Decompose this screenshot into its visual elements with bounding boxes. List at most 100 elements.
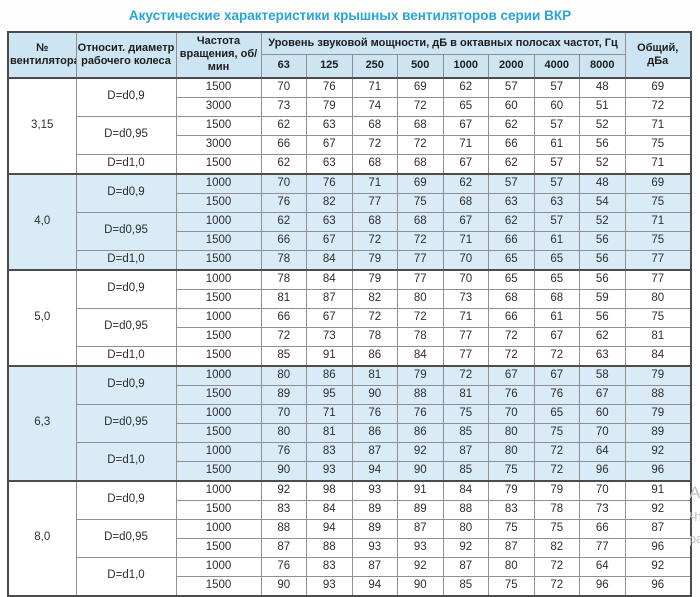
rpm-cell: 3000 bbox=[175, 96, 262, 117]
level-cell: 67 bbox=[442, 115, 489, 136]
level-cell: 77 bbox=[442, 326, 489, 347]
header-rpm: Частота вращения, об/мин bbox=[175, 31, 262, 79]
level-cell: 84 bbox=[442, 479, 489, 501]
level-cell: 84 bbox=[397, 345, 444, 367]
fan-number-cell: 3,15 bbox=[7, 76, 77, 175]
table-row: 1500 89 95 90 88 81 76 76 67 88 bbox=[8, 384, 692, 405]
level-cell: 94 bbox=[351, 460, 398, 482]
level-cell: 64 bbox=[579, 556, 626, 577]
level-cell: 90 bbox=[260, 575, 307, 597]
level-cell: 91 bbox=[397, 479, 444, 501]
level-cell: 92 bbox=[397, 441, 444, 462]
level-cell: 73 bbox=[260, 96, 307, 117]
level-cell: 72 bbox=[533, 441, 580, 462]
table-row: D=d0,95 1000 66 67 72 72 71 66 61 56 75 bbox=[8, 307, 692, 347]
level-cell: 85 bbox=[442, 575, 489, 597]
level-cell: 72 bbox=[351, 307, 398, 328]
fan-number-cell: 6,3 bbox=[7, 364, 77, 482]
level-cell: 72 bbox=[397, 134, 444, 155]
level-cell: 87 bbox=[351, 556, 398, 577]
level-cell: 79 bbox=[351, 249, 398, 271]
level-cell: 68 bbox=[442, 192, 489, 213]
level-cell: 66 bbox=[488, 230, 535, 251]
level-cell: 65 bbox=[488, 249, 535, 271]
level-cell: 89 bbox=[397, 499, 444, 520]
level-cell: 63 bbox=[533, 192, 580, 213]
level-cell: 63 bbox=[306, 211, 353, 232]
level-cell: 72 bbox=[260, 326, 307, 347]
total-cell: 96 bbox=[624, 537, 692, 558]
level-cell: 86 bbox=[351, 422, 398, 443]
level-cell: 76 bbox=[260, 556, 307, 577]
rpm-cell: 1500 bbox=[175, 345, 262, 367]
total-cell: 75 bbox=[624, 307, 692, 328]
total-cell: 75 bbox=[624, 230, 692, 251]
level-cell: 82 bbox=[351, 288, 398, 309]
level-cell: 67 bbox=[533, 326, 580, 347]
header-frequency-2000: 2000 bbox=[488, 53, 535, 79]
rpm-cell: 3000 bbox=[175, 134, 262, 155]
level-cell: 84 bbox=[306, 499, 353, 520]
level-cell: 65 bbox=[533, 249, 580, 271]
level-cell: 72 bbox=[533, 345, 580, 367]
level-cell: 89 bbox=[260, 384, 307, 405]
level-cell: 62 bbox=[488, 153, 535, 175]
level-cell: 75 bbox=[488, 575, 535, 597]
header-fan-number: № вентилятора bbox=[7, 31, 77, 79]
level-cell: 75 bbox=[533, 518, 580, 539]
level-cell: 73 bbox=[579, 499, 626, 520]
level-cell: 60 bbox=[579, 403, 626, 424]
level-cell: 72 bbox=[488, 345, 535, 367]
level-cell: 62 bbox=[488, 211, 535, 232]
level-cell: 66 bbox=[260, 230, 307, 251]
total-cell: 71 bbox=[624, 211, 692, 232]
rpm-cell: 1000 bbox=[175, 172, 262, 194]
level-cell: 87 bbox=[306, 288, 353, 309]
level-cell: 68 bbox=[351, 115, 398, 136]
level-cell: 86 bbox=[397, 422, 444, 443]
level-cell: 83 bbox=[488, 499, 535, 520]
level-cell: 67 bbox=[306, 230, 353, 251]
rpm-cell: 1000 bbox=[175, 403, 262, 424]
level-cell: 88 bbox=[306, 537, 353, 558]
table-row: 1500 81 87 82 80 73 68 68 59 80 bbox=[8, 288, 692, 309]
level-cell: 88 bbox=[442, 499, 489, 520]
level-cell: 76 bbox=[351, 403, 398, 424]
level-cell: 68 bbox=[397, 115, 444, 136]
level-cell: 88 bbox=[260, 518, 307, 539]
level-cell: 72 bbox=[397, 230, 444, 251]
total-cell: 89 bbox=[624, 422, 692, 443]
level-cell: 70 bbox=[260, 172, 307, 194]
table-row: 3000 66 67 72 72 71 66 61 56 75 bbox=[8, 134, 692, 155]
rpm-cell: 1000 bbox=[175, 441, 262, 462]
header-frequency-500: 500 bbox=[397, 53, 444, 79]
table-row: 1500 66 67 72 72 71 66 61 56 75 bbox=[8, 230, 692, 251]
level-cell: 85 bbox=[442, 460, 489, 482]
level-cell: 88 bbox=[397, 384, 444, 405]
level-cell: 87 bbox=[260, 537, 307, 558]
level-cell: 56 bbox=[579, 307, 626, 328]
level-cell: 93 bbox=[351, 479, 398, 501]
level-cell: 67 bbox=[488, 364, 535, 386]
total-cell: 87 bbox=[624, 518, 692, 539]
level-cell: 60 bbox=[488, 96, 535, 117]
level-cell: 67 bbox=[442, 153, 489, 175]
table-header: № вентилятора Относит. диаметр рабочего … bbox=[7, 31, 692, 79]
level-cell: 85 bbox=[442, 422, 489, 443]
level-cell: 79 bbox=[397, 364, 444, 386]
level-cell: 70 bbox=[442, 268, 489, 290]
level-cell: 69 bbox=[397, 172, 444, 194]
table-row: 1500 80 81 86 86 85 80 75 70 89 bbox=[8, 422, 692, 443]
level-cell: 71 bbox=[351, 172, 398, 194]
fan-number-cell: 4,0 bbox=[7, 172, 77, 271]
fan-number-cell: 5,0 bbox=[7, 268, 77, 367]
level-cell: 90 bbox=[397, 575, 444, 597]
level-cell: 71 bbox=[351, 76, 398, 98]
header-diameter: Относит. диаметр рабочего колеса bbox=[75, 31, 177, 79]
diameter-cell: D=d0,9 bbox=[75, 268, 177, 309]
level-cell: 71 bbox=[442, 134, 489, 155]
level-cell: 62 bbox=[442, 172, 489, 194]
level-cell: 76 bbox=[533, 384, 580, 405]
level-cell: 72 bbox=[533, 556, 580, 577]
level-cell: 72 bbox=[351, 134, 398, 155]
